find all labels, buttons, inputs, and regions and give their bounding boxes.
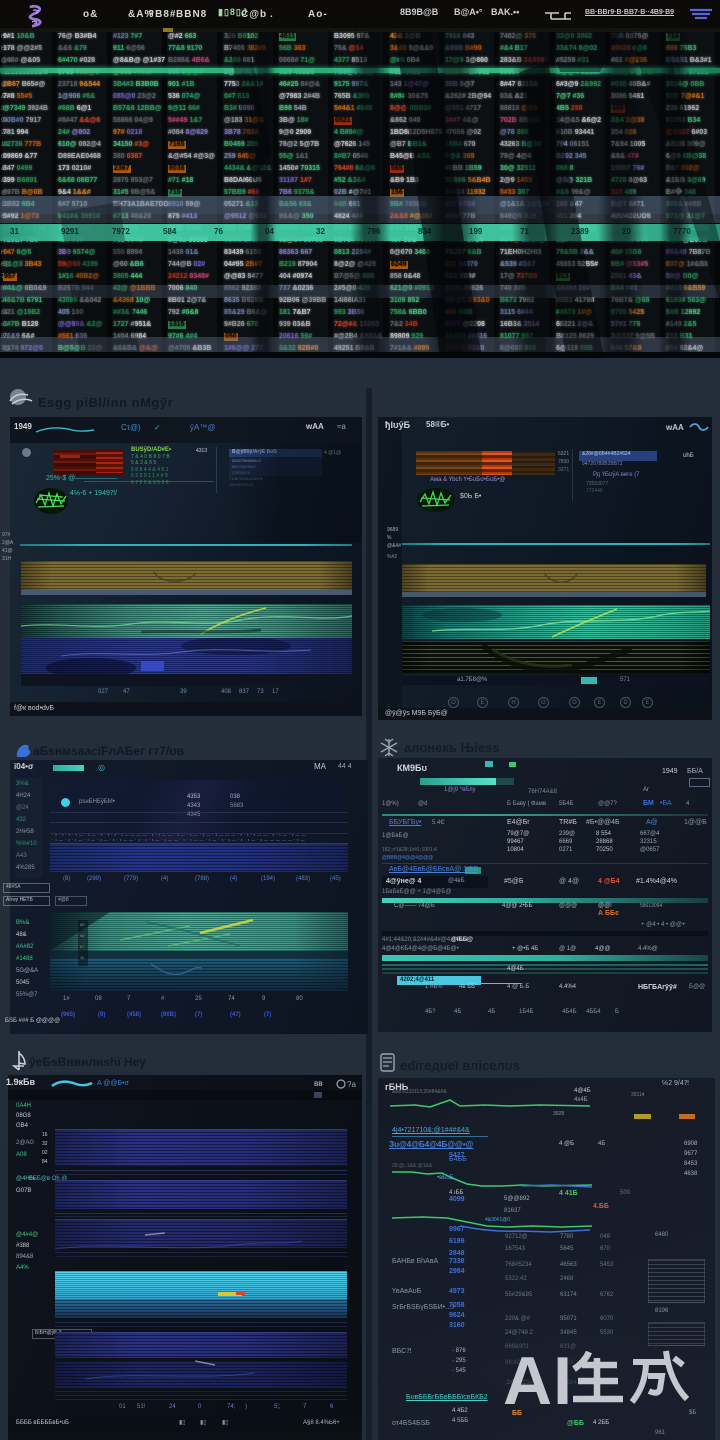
svg-text:?a: ?a (347, 1080, 356, 1089)
